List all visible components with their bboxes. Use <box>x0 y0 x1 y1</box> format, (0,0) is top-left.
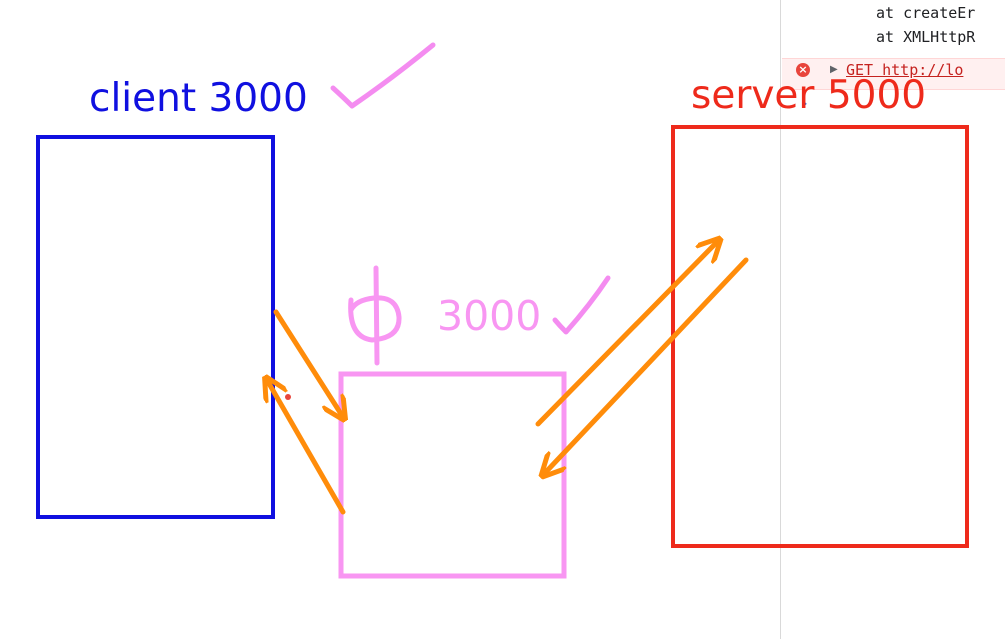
client-label: client 3000 <box>89 76 308 121</box>
arrow-proxy-to-server <box>535 241 718 427</box>
devtools-panel-divider <box>780 0 781 639</box>
server-box <box>671 125 969 548</box>
pen-dot <box>285 394 291 400</box>
check-mark-icon <box>552 275 611 335</box>
console-stack-line: at XMLHttpR <box>876 28 976 46</box>
proxy-port-label: 3000 <box>437 292 542 340</box>
client-box <box>36 135 275 519</box>
arrow-proxy-to-client <box>267 380 346 515</box>
server-label: server 5000 <box>691 73 927 118</box>
arrow-client-to-proxy <box>273 309 343 417</box>
proxy-box <box>338 371 567 579</box>
console-error-row[interactable] <box>782 58 1005 90</box>
console-error-link[interactable]: GET http://lo <box>846 61 964 79</box>
expand-triangle-icon[interactable]: ▶ <box>830 64 838 75</box>
proxy-glyph-icon <box>348 265 402 366</box>
console-stack-line: at createEr <box>876 4 976 22</box>
error-circle-icon: × <box>796 63 810 77</box>
check-mark-icon <box>330 42 436 109</box>
console-prompt-chevron-icon[interactable]: › <box>802 96 808 112</box>
arrow-server-to-proxy <box>544 257 749 474</box>
